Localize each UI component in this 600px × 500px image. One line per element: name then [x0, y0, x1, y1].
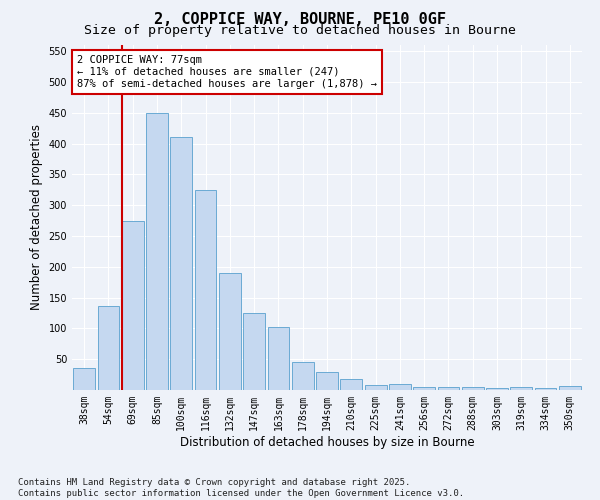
- Bar: [511, 387, 532, 390]
- Bar: [219, 273, 241, 390]
- Text: 2, COPPICE WAY, BOURNE, PE10 0GF: 2, COPPICE WAY, BOURNE, PE10 0GF: [154, 12, 446, 28]
- Y-axis label: Number of detached properties: Number of detached properties: [30, 124, 43, 310]
- Bar: [413, 387, 435, 390]
- Bar: [559, 386, 581, 390]
- Text: Size of property relative to detached houses in Bourne: Size of property relative to detached ho…: [84, 24, 516, 37]
- Bar: [535, 388, 556, 390]
- Bar: [194, 190, 217, 390]
- Bar: [268, 326, 289, 390]
- Bar: [243, 313, 265, 390]
- Bar: [437, 387, 460, 390]
- Bar: [122, 220, 143, 390]
- Bar: [462, 387, 484, 390]
- Bar: [170, 138, 192, 390]
- Bar: [486, 388, 508, 390]
- Bar: [340, 379, 362, 390]
- Bar: [365, 385, 386, 390]
- Bar: [146, 113, 168, 390]
- X-axis label: Distribution of detached houses by size in Bourne: Distribution of detached houses by size …: [179, 436, 475, 448]
- Bar: [316, 372, 338, 390]
- Bar: [292, 362, 314, 390]
- Text: 2 COPPICE WAY: 77sqm
← 11% of detached houses are smaller (247)
87% of semi-deta: 2 COPPICE WAY: 77sqm ← 11% of detached h…: [77, 56, 377, 88]
- Bar: [97, 306, 119, 390]
- Text: Contains HM Land Registry data © Crown copyright and database right 2025.
Contai: Contains HM Land Registry data © Crown c…: [18, 478, 464, 498]
- Bar: [73, 368, 95, 390]
- Bar: [389, 384, 411, 390]
